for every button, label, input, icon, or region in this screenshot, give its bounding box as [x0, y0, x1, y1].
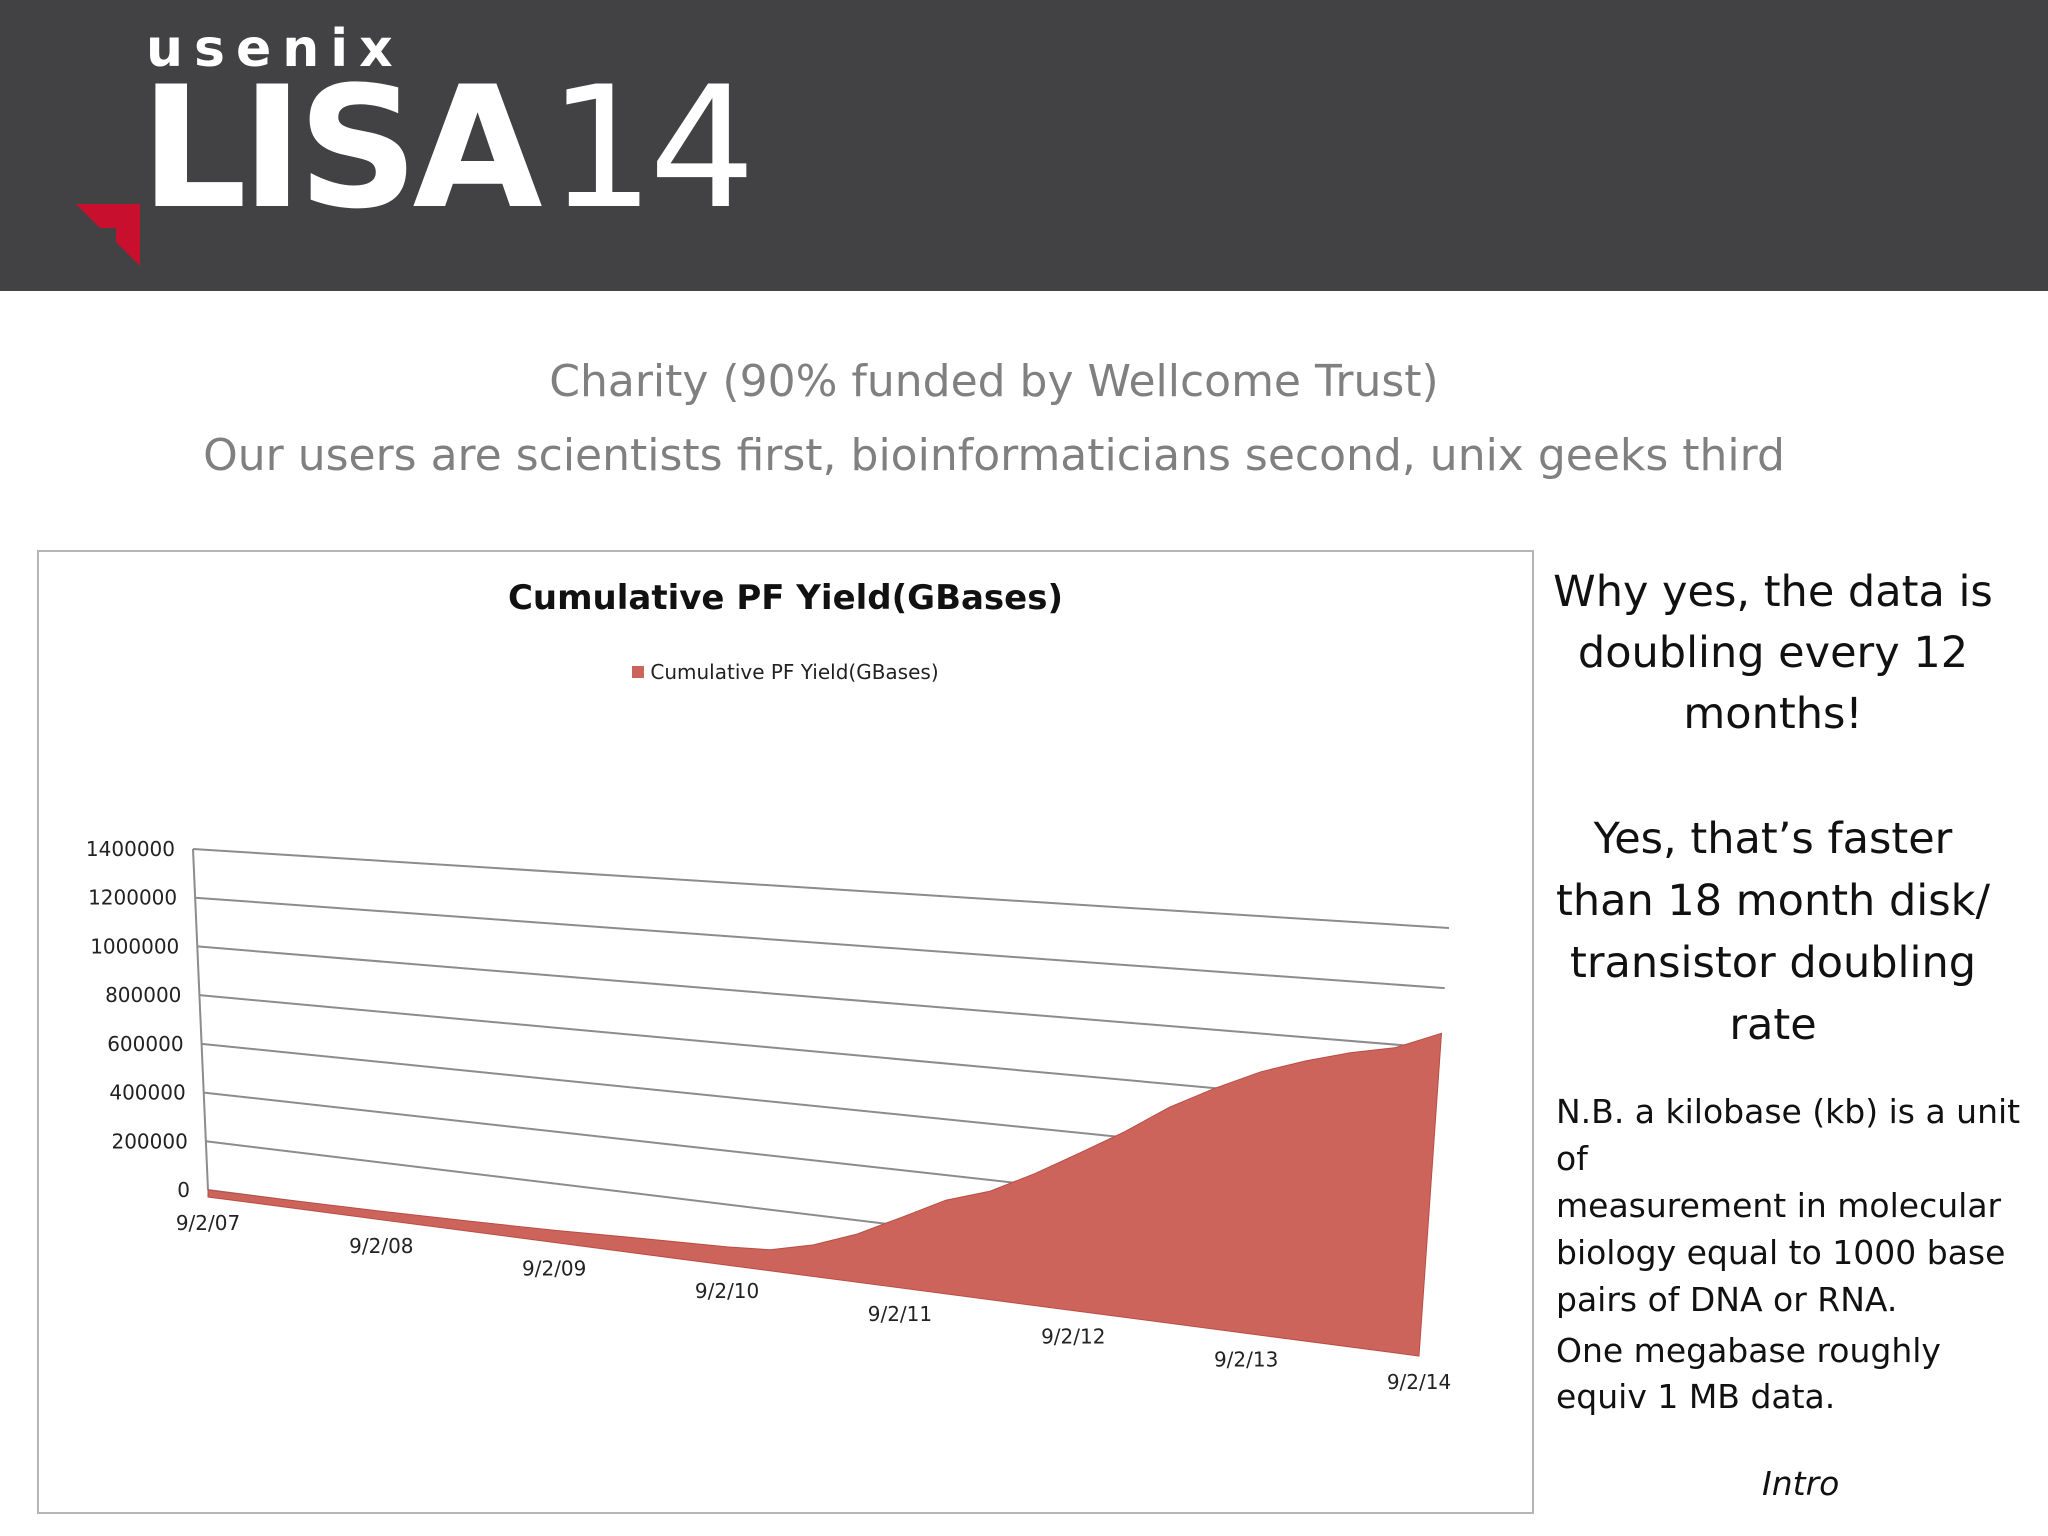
- data-point: [900, 1215, 904, 1219]
- data-point: [988, 1189, 992, 1193]
- chart-canvas: 1400000 1200000 1000000 800000 600000 400000 2…: [86, 837, 1451, 1394]
- data-point: [1078, 1151, 1082, 1155]
- series-area-layer: [206, 1031, 1444, 1357]
- callout-doubling: Why yes, the data is doubling every 12 m…: [1553, 567, 1993, 739]
- x-tick-label: 9/2/14: [1387, 1370, 1451, 1394]
- chart-legend: Cumulative PF Yield(GBases): [39, 660, 1532, 684]
- legend-label: Cumulative PF Yield(GBases): [650, 660, 939, 684]
- data-point: [855, 1232, 859, 1236]
- data-point: [725, 1245, 729, 1249]
- y-tick-label: 0: [177, 1178, 190, 1202]
- subtitle-users: Our users are scientists first, bioinfor…: [203, 430, 1785, 481]
- chart-title: Cumulative PF Yield(GBases): [507, 578, 1064, 618]
- data-point: [768, 1248, 772, 1252]
- gridline: [197, 945, 1441, 1050]
- data-point: [1348, 1051, 1352, 1055]
- data-point: [1213, 1086, 1217, 1090]
- y-axis-line: [192, 848, 209, 1191]
- data-point: [1123, 1130, 1127, 1134]
- x-tick-label: 9/2/09: [522, 1256, 586, 1280]
- legend-swatch: [632, 666, 645, 678]
- data-point: [638, 1236, 642, 1240]
- event-year: 14: [548, 50, 756, 246]
- data-point: [1440, 1031, 1444, 1035]
- y-tick-label: 1400000: [86, 837, 175, 861]
- usenix-wordmark: usenix: [146, 19, 404, 79]
- data-point: [1259, 1070, 1263, 1074]
- y-tick-label: 800000: [105, 983, 181, 1007]
- x-tick-label: 9/2/13: [1214, 1347, 1278, 1371]
- data-point: [1393, 1046, 1397, 1050]
- data-point: [206, 1188, 210, 1192]
- x-tick-label: 9/2/12: [1041, 1325, 1105, 1349]
- y-tick-label: 400000: [109, 1081, 185, 1105]
- note-megabase: One megabase roughly equiv 1 MB data.: [1556, 1331, 1941, 1416]
- section-label: Intro: [1762, 1464, 1840, 1503]
- data-point: [292, 1199, 296, 1203]
- x-tick-label: 9/2/07: [176, 1211, 240, 1235]
- data-point: [552, 1228, 556, 1232]
- corner-bracket-icon: [76, 204, 140, 266]
- series-area: [207, 1032, 1443, 1357]
- data-point: [379, 1209, 383, 1213]
- note-kilobase: N.B. a kilobase (kb) is a unit of measur…: [1556, 1092, 2021, 1319]
- y-tick-label: 1200000: [88, 886, 177, 910]
- header-bar: usenix LISA 14: [0, 0, 2048, 291]
- y-tick-label: 600000: [107, 1032, 183, 1056]
- gridline: [192, 848, 1450, 929]
- data-point: [465, 1219, 469, 1223]
- data-point: [1033, 1172, 1037, 1176]
- data-point: [811, 1243, 815, 1247]
- data-point: [944, 1198, 948, 1202]
- chart-panel: 1400000 1200000 1000000 800000 600000 400000 2…: [37, 550, 1534, 1514]
- y-tick-label: 1000000: [90, 934, 179, 958]
- subtitle-charity: Charity (90% funded by Wellcome Trust): [549, 356, 1439, 407]
- x-tick-label: 9/2/08: [349, 1234, 413, 1258]
- x-axis-ticks: 9/2/07 9/2/08 9/2/09 9/2/10 9/2/11 9/2/12 9/2/…: [176, 1211, 1451, 1394]
- y-tick-label: 200000: [111, 1129, 187, 1153]
- y-axis-ticks: 1400000 1200000 1000000 800000 600000 400000 2…: [86, 837, 190, 1202]
- callout-faster: Yes, that’s faster than 18 month disk/ t…: [1555, 814, 1991, 1050]
- gridline: [195, 896, 1445, 990]
- data-point: [1304, 1059, 1308, 1063]
- x-tick-label: 9/2/10: [695, 1279, 759, 1303]
- x-tick-label: 9/2/11: [868, 1302, 932, 1326]
- event-wordmark: LISA: [140, 50, 543, 246]
- data-point: [1167, 1105, 1171, 1109]
